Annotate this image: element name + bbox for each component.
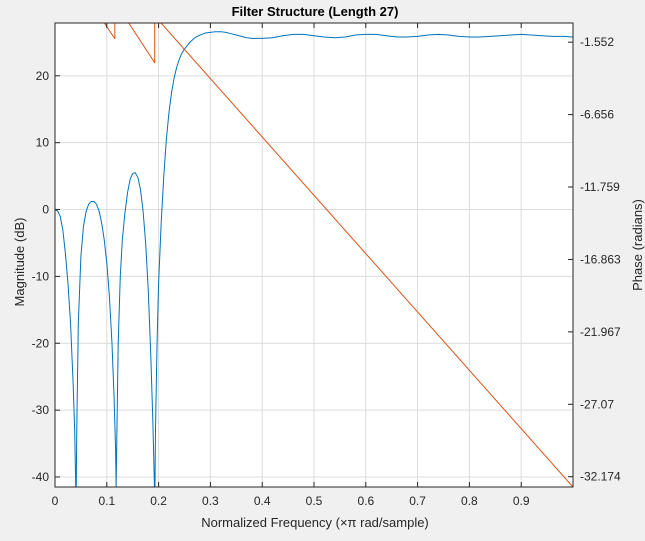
series-layer bbox=[55, 23, 573, 487]
y-tick-label-left: 10 bbox=[36, 136, 50, 150]
y-tick-label-right: -27.07 bbox=[580, 397, 614, 411]
y-axis-label-right: Phase (radians) bbox=[630, 199, 645, 291]
x-tick-label: 0.4 bbox=[254, 494, 271, 508]
y-tick-label-left: -30 bbox=[32, 403, 50, 417]
chart-title: Filter Structure (Length 27) bbox=[232, 4, 399, 19]
x-tick-label: 0.7 bbox=[409, 494, 426, 508]
ticks: 0 0.1 0.2 0.3 0.4 0.5 0.6 0.7 0.8 0.9 20 10 0 -10 -20 -… bbox=[32, 23, 621, 508]
grid bbox=[54, 23, 573, 487]
x-tick-label: 0 bbox=[52, 494, 59, 508]
x-tick-label: 0.9 bbox=[513, 494, 530, 508]
x-tick-label: 0.3 bbox=[202, 494, 219, 508]
y-tick-label-right: -32.174 bbox=[580, 470, 621, 484]
y-tick-label-right: -6.656 bbox=[580, 108, 614, 122]
y-tick-label-left: -20 bbox=[32, 336, 50, 350]
y-axis-label-left: Magnitude (dB) bbox=[12, 218, 27, 307]
x-axis-label: Normalized Frequency (×π rad/sample) bbox=[201, 515, 429, 530]
x-tick-label: 0.1 bbox=[98, 494, 115, 508]
x-tick-label: 0.8 bbox=[461, 494, 478, 508]
y-tick-label-right: -1.552 bbox=[580, 35, 614, 49]
y-tick-label-left: -10 bbox=[32, 269, 50, 283]
y-tick-label-left: 0 bbox=[42, 203, 49, 217]
x-tick-label: 0.2 bbox=[150, 494, 167, 508]
x-tick-label: 0.5 bbox=[306, 494, 323, 508]
y-tick-label-right: -21.967 bbox=[580, 325, 621, 339]
x-tick-label: 0.6 bbox=[357, 494, 374, 508]
phase-line bbox=[103, 23, 573, 487]
y-tick-label-right: -16.863 bbox=[580, 252, 621, 266]
y-tick-label-right: -11.759 bbox=[580, 180, 620, 194]
y-tick-label-left: 20 bbox=[36, 69, 50, 83]
magnitude-line bbox=[55, 31, 573, 487]
y-tick-label-left: -40 bbox=[32, 470, 50, 484]
